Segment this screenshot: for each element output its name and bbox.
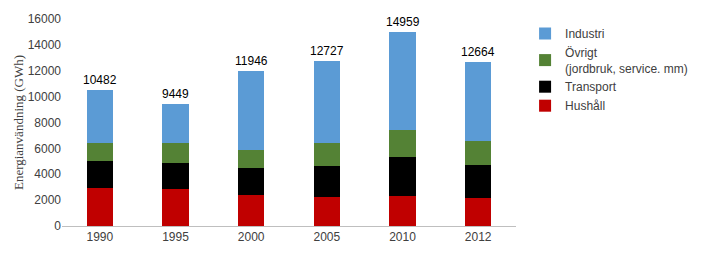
svg-text:10482: 10482 — [83, 73, 117, 87]
svg-text:1995: 1995 — [162, 230, 189, 244]
svg-text:16000: 16000 — [28, 12, 62, 26]
svg-text:Energianvändning (GWh): Energianvändning (GWh) — [11, 55, 26, 190]
svg-text:Hushåll: Hushåll — [565, 99, 605, 113]
svg-text:12000: 12000 — [28, 64, 62, 78]
svg-text:14959: 14959 — [386, 15, 420, 29]
svg-text:Industri: Industri — [565, 27, 604, 41]
svg-text:2005: 2005 — [313, 230, 340, 244]
svg-text:2000: 2000 — [34, 193, 61, 207]
svg-text:4000: 4000 — [34, 167, 61, 181]
svg-text:Transport: Transport — [565, 80, 617, 94]
svg-text:6000: 6000 — [34, 142, 61, 156]
svg-text:12664: 12664 — [461, 45, 495, 59]
svg-text:11946: 11946 — [235, 54, 268, 68]
svg-text:10000: 10000 — [28, 90, 62, 104]
svg-text:0: 0 — [54, 219, 61, 233]
svg-text:2012: 2012 — [465, 230, 492, 244]
svg-text:2010: 2010 — [389, 230, 416, 244]
svg-text:2000: 2000 — [238, 230, 265, 244]
svg-text:12727: 12727 — [310, 44, 344, 58]
svg-text:8000: 8000 — [34, 116, 61, 130]
svg-text:9449: 9449 — [162, 87, 189, 101]
svg-text:Övrigt(jordbruk, service. mm): Övrigt(jordbruk, service. mm) — [565, 46, 688, 76]
svg-text:1990: 1990 — [86, 230, 113, 244]
svg-text:14000: 14000 — [28, 38, 62, 52]
